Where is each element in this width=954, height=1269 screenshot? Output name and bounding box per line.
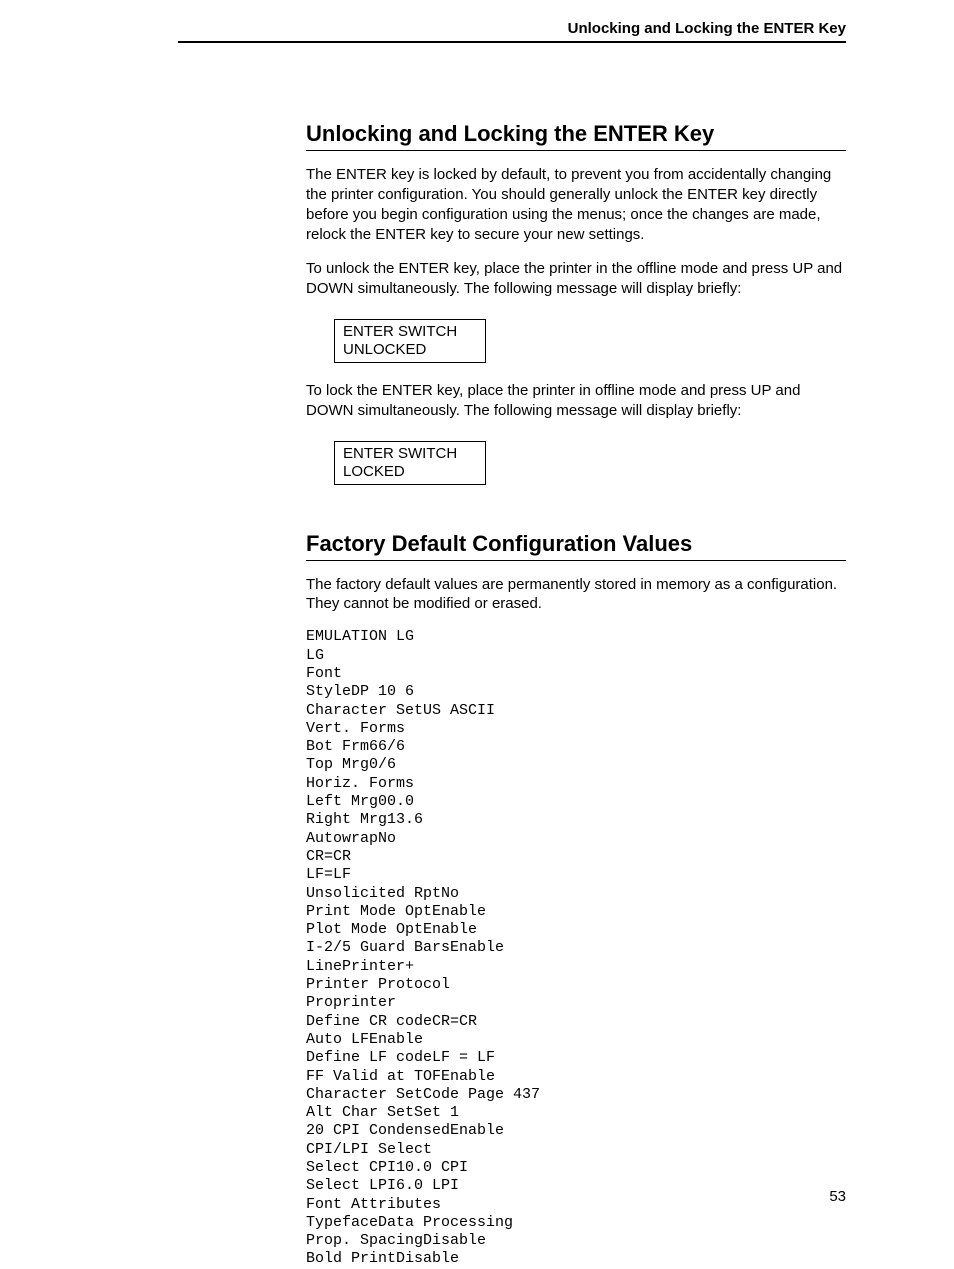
page-number: 53 bbox=[829, 1188, 846, 1205]
display-line: ENTER SWITCH bbox=[343, 323, 477, 341]
display-line: LOCKED bbox=[343, 463, 477, 481]
section-title-unlocking: Unlocking and Locking the ENTER Key bbox=[306, 121, 846, 151]
config-line: Character SetUS ASCII bbox=[306, 702, 846, 720]
config-line: I-2/5 Guard BarsEnable bbox=[306, 939, 846, 957]
config-line: Top Mrg0/6 bbox=[306, 756, 846, 774]
config-line: Right Mrg13.6 bbox=[306, 811, 846, 829]
config-line: Font bbox=[306, 665, 846, 683]
config-line: Horiz. Forms bbox=[306, 775, 846, 793]
config-line: Define CR codeCR=CR bbox=[306, 1013, 846, 1031]
config-line: FF Valid at TOFEnable bbox=[306, 1068, 846, 1086]
config-line: CPI/LPI Select bbox=[306, 1141, 846, 1159]
config-line: LF=LF bbox=[306, 866, 846, 884]
config-line: Vert. Forms bbox=[306, 720, 846, 738]
content-area: Unlocking and Locking the ENTER Key The … bbox=[306, 121, 846, 1269]
config-line: AutowrapNo bbox=[306, 830, 846, 848]
config-line: Unsolicited RptNo bbox=[306, 885, 846, 903]
config-line: Proprinter bbox=[306, 994, 846, 1012]
config-line: Alt Char SetSet 1 bbox=[306, 1104, 846, 1122]
config-line: Font Attributes bbox=[306, 1196, 846, 1214]
unlocking-para-1: The ENTER key is locked by default, to p… bbox=[306, 165, 846, 245]
running-header: Unlocking and Locking the ENTER Key bbox=[178, 20, 846, 41]
config-line: EMULATION LG bbox=[306, 628, 846, 646]
display-line: ENTER SWITCH bbox=[343, 445, 477, 463]
config-line: Character SetCode Page 437 bbox=[306, 1086, 846, 1104]
config-line: Bot Frm66/6 bbox=[306, 738, 846, 756]
config-block: EMULATION LGLGFontStyleDP 10 6Character … bbox=[306, 628, 846, 1268]
unlocking-para-3: To lock the ENTER key, place the printer… bbox=[306, 381, 846, 421]
config-line: 20 CPI CondensedEnable bbox=[306, 1122, 846, 1140]
display-line: UNLOCKED bbox=[343, 341, 477, 359]
factory-para-1: The factory default values are permanent… bbox=[306, 575, 846, 615]
config-line: LinePrinter+ bbox=[306, 958, 846, 976]
config-line: Left Mrg00.0 bbox=[306, 793, 846, 811]
config-line: Printer Protocol bbox=[306, 976, 846, 994]
config-line: Print Mode OptEnable bbox=[306, 903, 846, 921]
unlocking-para-2: To unlock the ENTER key, place the print… bbox=[306, 259, 846, 299]
config-line: Plot Mode OptEnable bbox=[306, 921, 846, 939]
section-gap bbox=[306, 503, 846, 531]
config-line: CR=CR bbox=[306, 848, 846, 866]
config-line: Auto LFEnable bbox=[306, 1031, 846, 1049]
config-line: Define LF codeLF = LF bbox=[306, 1049, 846, 1067]
display-box-unlocked: ENTER SWITCH UNLOCKED bbox=[334, 319, 486, 363]
section-title-factory: Factory Default Configuration Values bbox=[306, 531, 846, 561]
header-rule bbox=[178, 41, 846, 43]
config-line: TypefaceData Processing bbox=[306, 1214, 846, 1232]
config-line: StyleDP 10 6 bbox=[306, 683, 846, 701]
display-box-locked: ENTER SWITCH LOCKED bbox=[334, 441, 486, 485]
config-line: LG bbox=[306, 647, 846, 665]
config-line: Bold PrintDisable bbox=[306, 1250, 846, 1268]
config-line: Select CPI10.0 CPI bbox=[306, 1159, 846, 1177]
config-line: Select LPI6.0 LPI bbox=[306, 1177, 846, 1195]
